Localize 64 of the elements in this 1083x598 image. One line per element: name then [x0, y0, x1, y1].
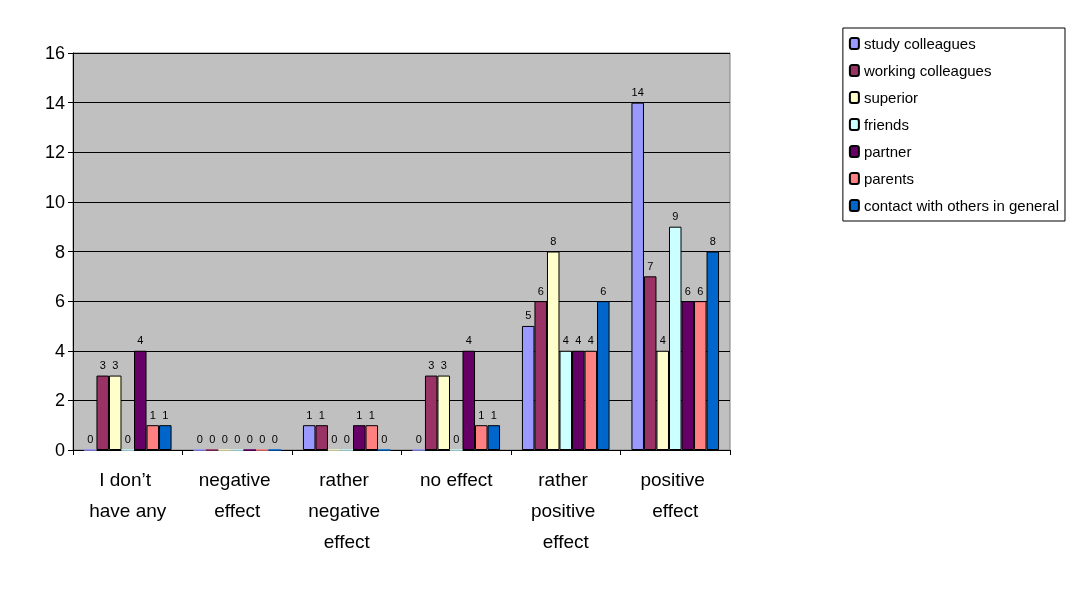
- data-label: 9: [672, 210, 679, 223]
- data-label: 3: [99, 359, 106, 372]
- x-tick-label: I don’t have any: [89, 469, 167, 521]
- x-tick-label: rather negative effect: [308, 469, 386, 552]
- data-label: 4: [465, 334, 472, 347]
- legend-label: contact with others in general: [863, 197, 1060, 214]
- y-tick-label: 10: [44, 191, 65, 212]
- data-label: 0: [221, 433, 228, 445]
- y-tick-label: 16: [44, 43, 65, 63]
- data-label: 4: [562, 334, 569, 347]
- data-label: 0: [209, 433, 216, 445]
- legend-label: parents: [863, 170, 914, 187]
- data-label: 0: [259, 433, 266, 445]
- y-tick-label: 4: [54, 340, 65, 361]
- data-label: 1: [356, 408, 363, 421]
- data-label: 1: [478, 408, 485, 421]
- data-label: 0: [234, 433, 241, 445]
- data-label: 0: [271, 433, 278, 445]
- x-tick-label: positive effect: [640, 469, 711, 521]
- data-label: 0: [196, 433, 203, 445]
- legend-label: working colleagues: [862, 62, 992, 79]
- data-label: 5: [525, 309, 532, 322]
- data-label: 6: [600, 284, 607, 297]
- data-label: 0: [343, 433, 350, 445]
- data-label: 1: [306, 408, 313, 421]
- legend-label: friends: [863, 116, 909, 133]
- data-label: 6: [684, 284, 691, 297]
- data-label: 0: [246, 433, 253, 445]
- data-label: 3: [440, 359, 447, 372]
- data-label: 0: [331, 433, 338, 445]
- data-label: 1: [149, 408, 156, 421]
- legend-label: study colleagues: [863, 35, 976, 52]
- data-label: 3: [428, 359, 435, 372]
- data-label: 3: [112, 359, 119, 372]
- data-label: 4: [587, 334, 594, 347]
- y-tick-label: 12: [44, 142, 65, 163]
- data-label: 4: [575, 334, 582, 347]
- data-label: 1: [162, 408, 169, 421]
- legend-label: superior: [863, 89, 919, 106]
- y-tick-label: 0: [54, 440, 65, 460]
- data-label: 1: [490, 408, 497, 421]
- data-label: 0: [415, 433, 422, 445]
- data-label: 7: [647, 259, 654, 272]
- data-label: 1: [318, 408, 325, 421]
- data-label: 1: [368, 408, 375, 421]
- y-tick-label: 8: [54, 241, 65, 262]
- x-tick-label: rather positive effect: [530, 469, 601, 552]
- data-label: 0: [124, 433, 131, 445]
- y-tick-label: 14: [44, 92, 65, 113]
- data-label: 0: [381, 433, 388, 445]
- y-tick-label: 2: [54, 390, 65, 411]
- x-tick-label: no effect: [419, 469, 494, 490]
- legend-label: partner: [863, 143, 912, 160]
- x-tick-label: negative effect: [198, 469, 276, 521]
- data-label: 0: [87, 433, 94, 445]
- data-label: 6: [537, 284, 544, 297]
- data-label: 0: [453, 433, 460, 445]
- data-label: 4: [137, 334, 144, 347]
- data-label: 4: [659, 334, 666, 347]
- data-label: 6: [697, 284, 704, 297]
- y-tick-label: 6: [54, 291, 65, 312]
- data-label: 14: [631, 86, 644, 99]
- data-label: 8: [550, 235, 557, 247]
- data-label: 8: [709, 235, 716, 247]
